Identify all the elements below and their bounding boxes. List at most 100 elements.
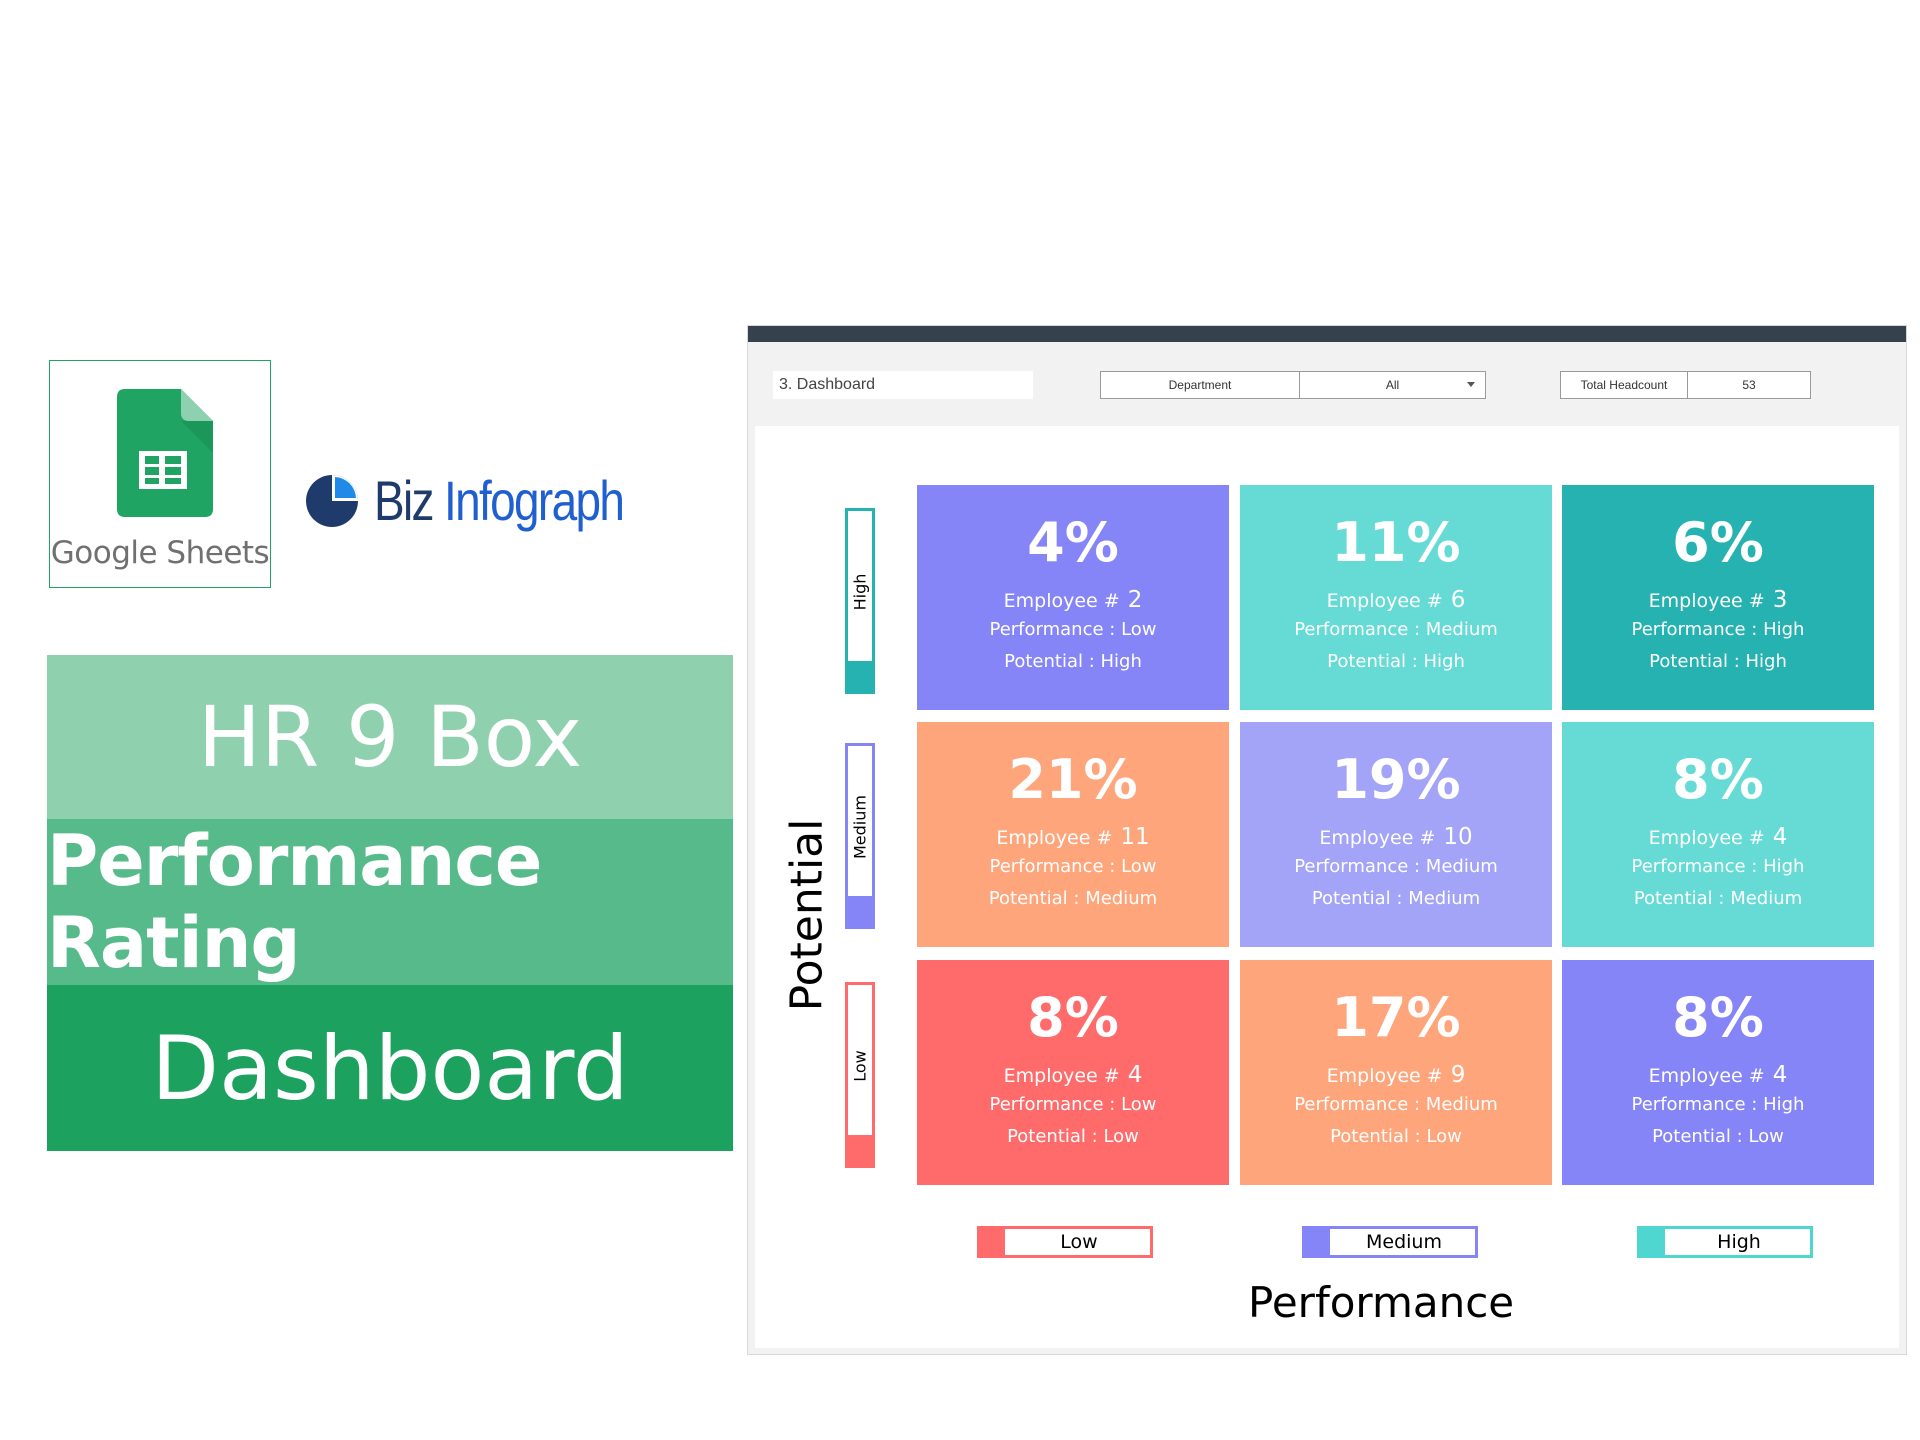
- box-potential: Potential : Low: [1240, 1121, 1552, 1153]
- biz-wordmark-part1: Biz: [374, 469, 435, 532]
- box-performance: Performance : High: [1562, 1089, 1874, 1121]
- potential-value: Low: [1103, 1126, 1139, 1147]
- total-headcount-value: 53: [1687, 371, 1811, 399]
- department-dropdown[interactable]: All: [1299, 371, 1486, 399]
- box-percentage: 6%: [1672, 511, 1764, 574]
- performance-axis-title: Performance: [1248, 1278, 1515, 1327]
- panel-header-bar: [748, 326, 1906, 342]
- biz-infograph-wordmark: Biz Infograph: [374, 468, 625, 533]
- title-line-1: HR 9 Box: [47, 655, 733, 819]
- box-potential: Potential : Low: [1562, 1121, 1874, 1153]
- performance-prefix: Performance :: [989, 1094, 1122, 1115]
- potential-legend-medium: Medium: [845, 743, 875, 929]
- potential-legend-low: Low: [845, 982, 875, 1168]
- box-performance: Performance : Low: [917, 851, 1229, 883]
- employee-count-value: 3: [1772, 587, 1788, 613]
- potential-legend-low-label: Low: [850, 1050, 870, 1082]
- performance-value: High: [1763, 856, 1805, 877]
- potential-prefix: Potential :: [1007, 1126, 1104, 1147]
- chevron-down-icon: [1467, 382, 1475, 387]
- nine-box-cell: 8% Employee #4 Performance : High Potential…: [1562, 960, 1874, 1185]
- performance-prefix: Performance :: [1294, 856, 1426, 877]
- employee-count-value: 4: [1127, 1062, 1143, 1088]
- nine-box-cell: 17% Employee #9 Performance : Medium Potent…: [1240, 960, 1552, 1185]
- box-percentage: 8%: [1672, 748, 1764, 811]
- performance-legend-low-label: Low: [1060, 1231, 1098, 1253]
- performance-value: High: [1763, 619, 1805, 640]
- potential-value: High: [1745, 651, 1787, 672]
- box-employee-count: Employee # 4: [1562, 1062, 1874, 1089]
- employee-count-label: Employee #: [1326, 590, 1443, 612]
- box-employee-count: Employee # 4: [917, 1062, 1229, 1089]
- employee-count-label: Employee #: [1003, 1065, 1120, 1087]
- performance-legend-low-fill: [977, 1226, 1005, 1258]
- performance-legend-high-label: High: [1717, 1231, 1761, 1253]
- employee-count-label: Employee #: [996, 827, 1113, 849]
- performance-prefix: Performance :: [1631, 619, 1764, 640]
- box-performance: Performance : Medium: [1240, 614, 1552, 646]
- performance-legend-medium: Medium: [1302, 1226, 1478, 1258]
- employee-count-value: 4: [1772, 1062, 1788, 1088]
- potential-prefix: Potential :: [1311, 888, 1409, 909]
- potential-value: Low: [1748, 1126, 1784, 1147]
- box-percentage: 4%: [1027, 511, 1119, 574]
- nine-box-cell: 8% Employee #4 Performance : High Potential…: [1562, 722, 1874, 947]
- box-potential: Potential : High: [1562, 646, 1874, 678]
- potential-legend-high-label: High: [850, 573, 870, 611]
- potential-legend-high: High: [845, 508, 875, 694]
- employee-count-label: Employee #: [1648, 827, 1765, 849]
- potential-prefix: Potential :: [1649, 651, 1746, 672]
- department-label: Department: [1100, 371, 1300, 399]
- box-performance: Performance : High: [1562, 614, 1874, 646]
- performance-value: Medium: [1425, 619, 1498, 640]
- employee-count-label: Employee #: [1003, 590, 1120, 612]
- box-employee-count: Employee # 9: [1240, 1062, 1552, 1089]
- box-employee-count: Employee # 10: [1240, 824, 1552, 851]
- box-potential: Potential : High: [917, 646, 1229, 678]
- performance-prefix: Performance :: [989, 856, 1122, 877]
- box-percentage: 8%: [1027, 986, 1119, 1049]
- performance-value: High: [1763, 1094, 1805, 1115]
- box-performance: Performance : Low: [917, 614, 1229, 646]
- box-employee-count: Employee # 11: [917, 824, 1229, 851]
- nine-box-cell: 8% Employee # 4 Performance : Low Potential …: [917, 960, 1229, 1185]
- biz-infograph-logo: Biz Infograph: [304, 468, 678, 533]
- performance-legend-medium-label: Medium: [1366, 1231, 1442, 1253]
- potential-legend-medium-label: Medium: [850, 795, 870, 859]
- employee-count-value: 11: [1120, 824, 1150, 850]
- potential-value: Medium: [1408, 888, 1481, 909]
- employee-count-label: Employee #: [1326, 1065, 1443, 1087]
- box-potential: Potential : Medium: [917, 883, 1229, 915]
- performance-legend-low: Low: [977, 1226, 1153, 1258]
- biz-wordmark-part2: Infograph: [443, 469, 625, 532]
- employee-count-value: 2: [1127, 587, 1143, 613]
- employee-count-value: 10: [1443, 824, 1473, 850]
- performance-value: Medium: [1425, 1094, 1498, 1115]
- potential-prefix: Potential :: [988, 888, 1086, 909]
- sheet-name-field[interactable]: 3. Dashboard: [773, 371, 1033, 399]
- performance-prefix: Performance :: [1294, 619, 1426, 640]
- potential-prefix: Potential :: [1633, 888, 1731, 909]
- box-percentage: 11%: [1331, 511, 1461, 574]
- nine-box-cell: 21% Employee #11 Performance : Low Potentia…: [917, 722, 1229, 947]
- box-employee-count: Employee # 6: [1240, 587, 1552, 614]
- box-percentage: 17%: [1331, 986, 1461, 1049]
- potential-legend-high-fill: [845, 661, 875, 694]
- potential-value: Medium: [1730, 888, 1803, 909]
- potential-value: Low: [1426, 1126, 1462, 1147]
- google-sheets-icon: [117, 389, 213, 517]
- potential-value: Medium: [1085, 888, 1158, 909]
- employee-count-label: Employee #: [1648, 590, 1765, 612]
- box-performance: Performance : Medium: [1240, 1089, 1552, 1121]
- potential-value: High: [1423, 651, 1465, 672]
- potential-prefix: Potential :: [1327, 651, 1424, 672]
- performance-legend-high-fill: [1637, 1226, 1665, 1258]
- box-performance: Performance : High: [1562, 851, 1874, 883]
- performance-prefix: Performance :: [1294, 1094, 1426, 1115]
- box-percentage: 21%: [1008, 748, 1138, 811]
- performance-prefix: Performance :: [1631, 1094, 1764, 1115]
- box-employee-count: Employee # 4: [1562, 824, 1874, 851]
- box-percentage: 19%: [1331, 748, 1461, 811]
- box-potential: Potential : Low: [917, 1121, 1229, 1153]
- performance-value: Low: [1121, 619, 1157, 640]
